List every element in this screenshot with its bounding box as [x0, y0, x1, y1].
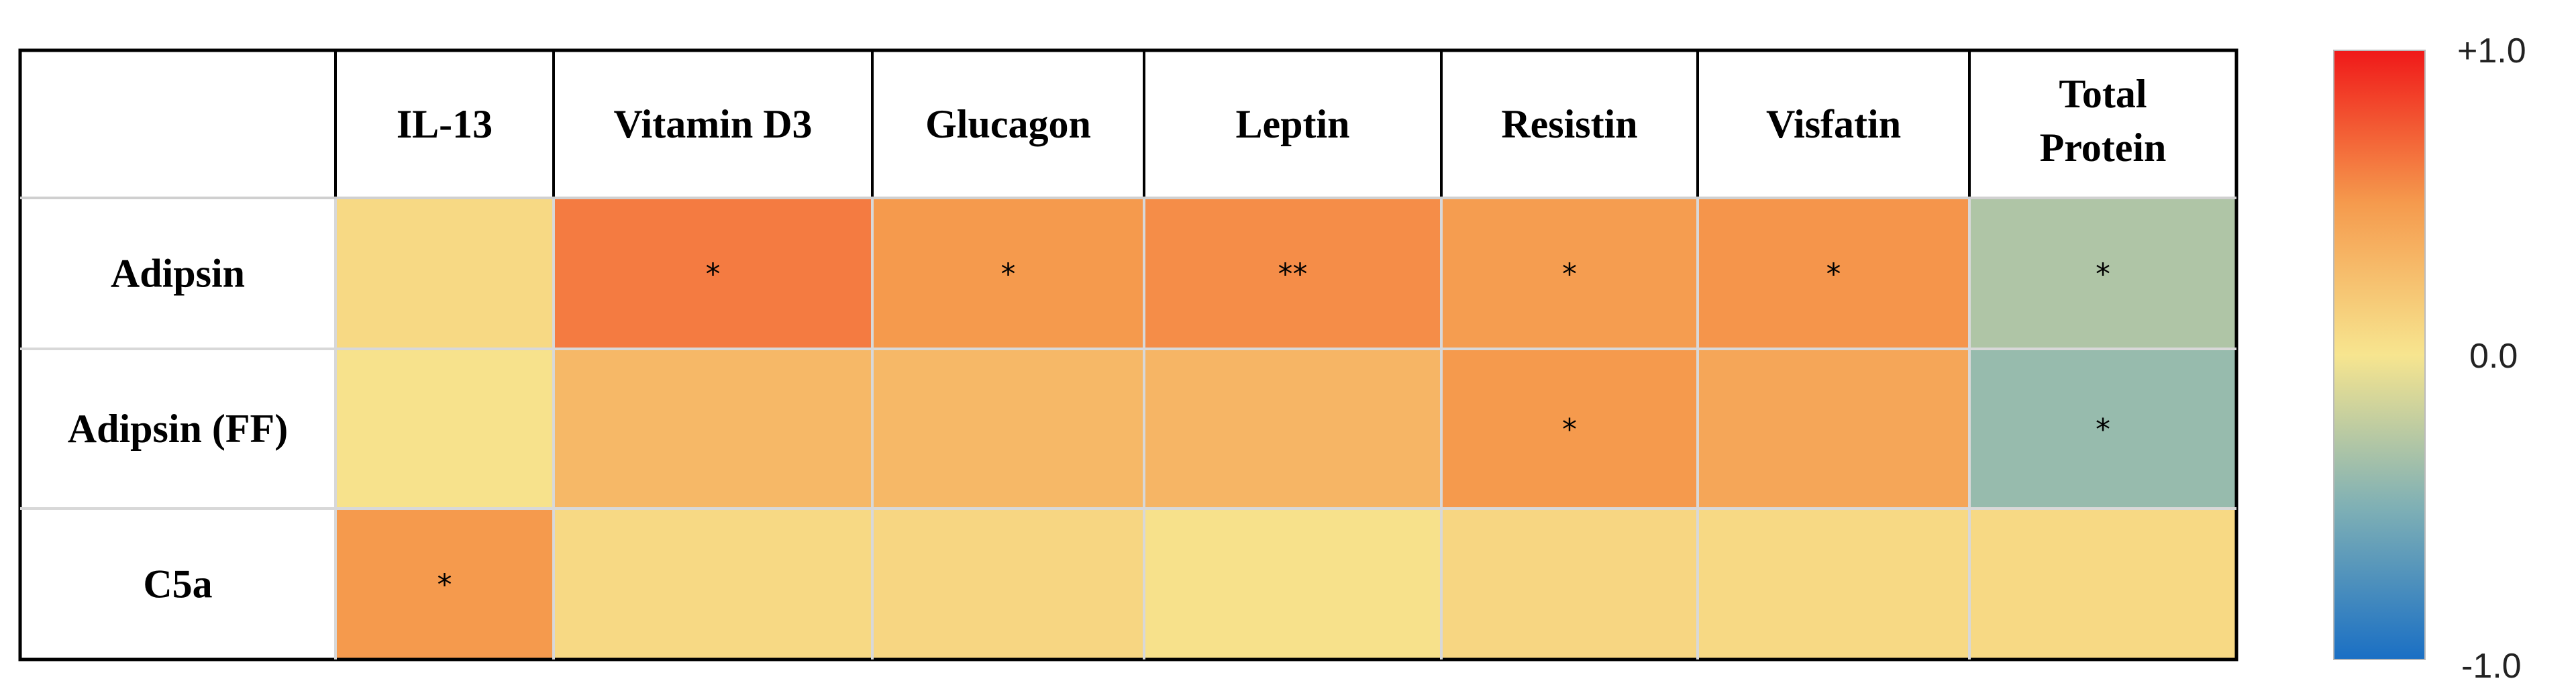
heatmap-cells [336, 198, 2236, 659]
heatmap-cell [1144, 349, 1441, 509]
heatmap-cell [1441, 349, 1698, 509]
heatmap-cell [336, 509, 554, 659]
significance-star: * [437, 568, 452, 602]
heatmap-cell [1441, 198, 1698, 349]
heatmap-cell [872, 349, 1144, 509]
heatmap-cell [1441, 509, 1698, 659]
significance-star: * [1001, 258, 1016, 292]
column-label: IL-13 [397, 102, 493, 146]
colorbar-mid-label: 0.0 [2469, 337, 2518, 376]
heatmap-cell [1698, 198, 1969, 349]
column-label: Glucagon [925, 102, 1091, 146]
colorbar: +1.0 0.0 -1.0 [2333, 32, 2526, 686]
column-label: Leptin [1235, 102, 1349, 146]
column-label: Visfatin [1766, 102, 1901, 146]
significance-star: * [2096, 413, 2110, 447]
heatmap-cell [1144, 198, 1441, 349]
heatmap-cell [554, 349, 872, 509]
heatmap-cell [554, 198, 872, 349]
colorbar-min-label: -1.0 [2461, 647, 2522, 686]
row-label: C5a [143, 562, 212, 606]
heatmap-cell [1969, 349, 2236, 509]
heatmap-cell [872, 509, 1144, 659]
heatmap-cell [1969, 198, 2236, 349]
column-label: Vitamin D3 [613, 102, 812, 146]
heatmap-cell [336, 198, 554, 349]
colorbar-max-label: +1.0 [2457, 32, 2526, 70]
significance-star: * [706, 258, 721, 292]
heatmap-cell [1144, 509, 1441, 659]
heatmap-cell [1698, 509, 1969, 659]
heatmap-labels: IL-13 Vitamin D3 Glucagon Leptin Resistin Vis… [68, 72, 2167, 606]
row-label: Adipsin [111, 252, 245, 296]
heatmap-grid [18, 48, 2238, 661]
significance-star: * [1562, 258, 1577, 292]
significance-star: * [2096, 258, 2110, 292]
heatmap-cell [336, 349, 554, 509]
heatmap-cell [872, 198, 1144, 349]
table-border [18, 48, 2238, 661]
heatmap-cell [1698, 349, 1969, 509]
row-label: Adipsin (FF) [68, 407, 288, 451]
heatmap-cell [554, 509, 872, 659]
significance-markers: * * ** * * ** ** [437, 258, 2111, 602]
column-label: Total Protein [2040, 72, 2167, 170]
column-label: Resistin [1501, 102, 1637, 146]
significance-star: * [1826, 258, 1841, 292]
significance-star: ** [1278, 258, 1308, 292]
significance-star: * [1562, 413, 1577, 447]
colorbar-bar [2333, 50, 2426, 660]
heatmap-cell [1969, 509, 2236, 659]
